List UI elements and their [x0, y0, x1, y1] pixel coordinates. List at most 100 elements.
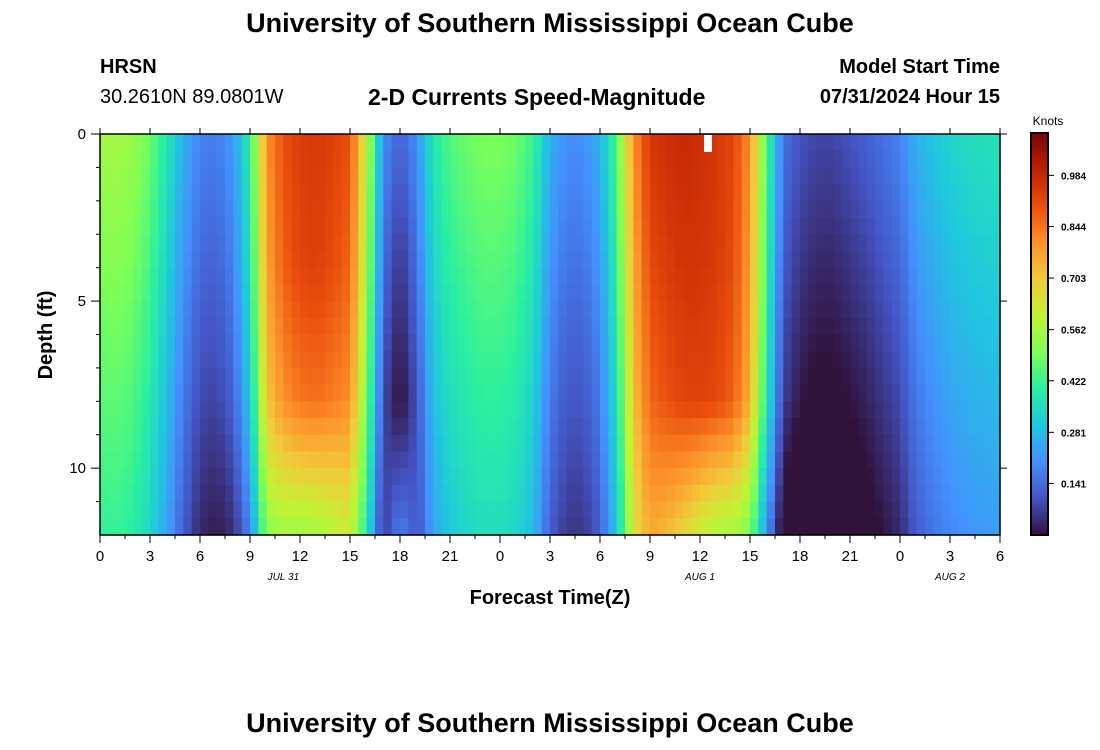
heatmap-cell [750, 434, 759, 453]
heatmap-cell [916, 150, 926, 169]
heatmap-cell [366, 351, 376, 369]
heatmap-cell [350, 301, 359, 319]
heatmap-cell [925, 367, 934, 386]
heatmap-cell [441, 434, 451, 453]
heatmap-cell [100, 284, 109, 302]
heatmap-cell [675, 317, 684, 336]
heatmap-cell [483, 401, 493, 419]
heatmap-cell [875, 150, 884, 169]
heatmap-cell [908, 301, 918, 319]
heatmap-cell [408, 384, 418, 402]
heatmap-cell [725, 301, 734, 319]
heatmap-cell [433, 468, 443, 486]
heatmap-cell [825, 351, 834, 369]
heatmap-cell [550, 334, 559, 352]
heatmap-cell [508, 234, 518, 252]
heatmap-cell [700, 384, 709, 402]
heatmap-cell [908, 267, 918, 285]
heatmap-cell [783, 484, 793, 503]
heatmap-cell [700, 501, 709, 519]
heatmap-cell [808, 351, 818, 369]
heatmap-cell [141, 167, 151, 185]
heatmap-cell [608, 334, 618, 352]
heatmap-cell [125, 284, 134, 302]
heatmap-cell [950, 484, 959, 503]
heatmap-cell [341, 367, 351, 386]
heatmap-cell [308, 184, 318, 202]
heatmap-cell [333, 200, 343, 219]
heatmap-cell [683, 518, 693, 536]
heatmap-cell [708, 284, 718, 302]
heatmap-cell [216, 468, 226, 486]
heatmap-cell [566, 468, 576, 486]
heatmap-cell [800, 384, 809, 402]
heatmap-cell [150, 468, 159, 486]
heatmap-cell [966, 250, 976, 269]
heatmap-cell [108, 134, 118, 152]
heatmap-cell [733, 518, 743, 536]
heatmap-cell [483, 284, 493, 302]
heatmap-cell [566, 217, 576, 235]
heatmap-cell [850, 367, 859, 386]
heatmap-cell [275, 484, 284, 503]
heatmap-cell [358, 301, 368, 319]
heatmap-cell [925, 484, 934, 503]
heatmap-cell [125, 518, 134, 536]
heatmap-cell [558, 301, 568, 319]
heatmap-cell [991, 501, 1001, 519]
heatmap-cell [575, 267, 584, 285]
heatmap-cell [650, 250, 659, 269]
heatmap-cell [100, 468, 109, 486]
heatmap-cell [333, 134, 343, 152]
heatmap-cell [375, 367, 384, 386]
heatmap-cell [983, 484, 993, 503]
heatmap-cell [216, 401, 226, 419]
heatmap-cell [800, 501, 809, 519]
heatmap-cell [900, 167, 909, 185]
heatmap-cell [300, 267, 309, 285]
heatmap-cell [483, 234, 493, 252]
heatmap-cell [766, 367, 776, 386]
heatmap-cell [916, 217, 926, 235]
heatmap-cell [891, 200, 901, 219]
heatmap-cell [233, 200, 243, 219]
heatmap-cell [966, 468, 976, 486]
heatmap-cell [375, 217, 384, 235]
heatmap-cell [500, 250, 509, 269]
heatmap-cell [866, 518, 876, 536]
heatmap-cell [650, 267, 659, 285]
heatmap-cell [483, 367, 493, 386]
heatmap-cell [675, 167, 684, 185]
heatmap-cell [791, 334, 801, 352]
heatmap-cell [750, 351, 759, 369]
heatmap-cell [925, 167, 934, 185]
heatmap-cell [408, 134, 418, 152]
heatmap-cell [600, 518, 609, 536]
heatmap-cell [250, 167, 259, 185]
heatmap-cell [141, 418, 151, 436]
heatmap-cell [483, 317, 493, 336]
heatmap-cell [866, 351, 876, 369]
heatmap-cell [391, 451, 401, 469]
heatmap-cell [425, 150, 434, 169]
heatmap-cell [966, 334, 976, 352]
heatmap-cell [650, 468, 659, 486]
heatmap-cell [308, 384, 318, 402]
heatmap-cell [725, 384, 734, 402]
heatmap-cell [333, 334, 343, 352]
heatmap-cell [391, 267, 401, 285]
heatmap-cell [325, 451, 334, 469]
heatmap-cell [383, 167, 393, 185]
heatmap-cell [366, 134, 376, 152]
heatmap-cell [441, 351, 451, 369]
heatmap-cell [841, 200, 851, 219]
heatmap-cell [775, 184, 784, 202]
heatmap-cell [741, 301, 751, 319]
heatmap-cell [925, 451, 934, 469]
heatmap-cell [691, 317, 701, 336]
heatmap-cell [466, 401, 476, 419]
heatmap-cell [266, 501, 276, 519]
heatmap-cell [108, 468, 118, 486]
heatmap-cell [108, 150, 118, 169]
heatmap-cell [700, 301, 709, 319]
